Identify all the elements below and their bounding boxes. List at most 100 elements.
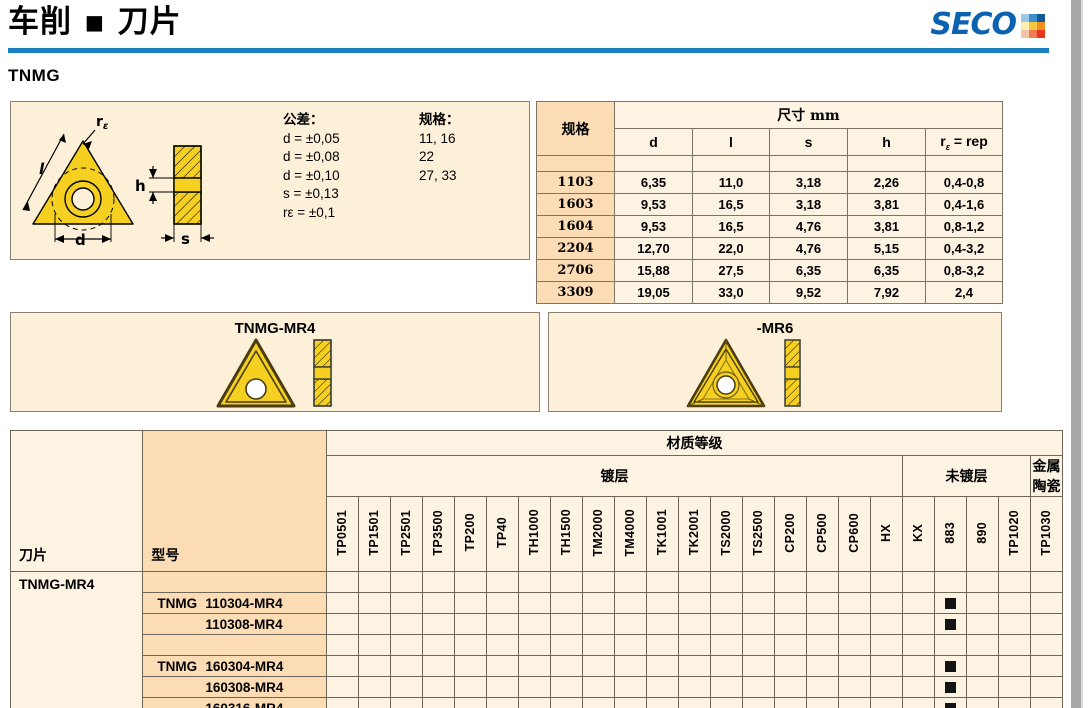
grade-mark-cell[interactable] (709, 655, 743, 677)
grade-mark-cell[interactable] (325, 676, 359, 698)
grade-mark-cell[interactable] (389, 655, 423, 677)
grade-mark-cell[interactable] (645, 676, 679, 698)
grade-mark-cell[interactable] (901, 592, 935, 614)
grade-mark-cell[interactable] (709, 592, 743, 614)
grade-mark-cell[interactable] (325, 697, 359, 708)
grade-mark-cell[interactable] (389, 634, 423, 656)
grade-mark-cell[interactable] (357, 613, 391, 635)
grade-mark-cell[interactable] (773, 634, 807, 656)
grade-mark-cell[interactable] (613, 697, 647, 708)
grade-mark-cell[interactable] (517, 697, 551, 708)
grade-mark-cell[interactable] (869, 592, 903, 614)
grade-mark-cell[interactable] (741, 634, 775, 656)
grade-mark-cell[interactable] (453, 571, 487, 593)
grade-mark-cell[interactable] (901, 571, 935, 593)
grade-mark-cell[interactable] (389, 697, 423, 708)
grade-mark-cell[interactable] (517, 571, 551, 593)
grade-mark-cell[interactable] (453, 592, 487, 614)
grade-mark-cell[interactable] (965, 592, 999, 614)
grade-mark-cell[interactable] (485, 613, 519, 635)
grade-mark-cell[interactable] (869, 634, 903, 656)
grade-mark-cell[interactable] (485, 592, 519, 614)
grade-mark-cell[interactable] (1029, 592, 1063, 614)
grade-mark-cell[interactable] (645, 697, 679, 708)
grade-mark-cell[interactable] (965, 634, 999, 656)
grade-mark-cell[interactable] (965, 571, 999, 593)
grade-mark-cell[interactable] (805, 676, 839, 698)
grade-mark-cell[interactable] (869, 697, 903, 708)
grade-mark-cell[interactable] (997, 697, 1031, 708)
grade-mark-cell[interactable] (997, 613, 1031, 635)
grade-mark-cell[interactable] (901, 676, 935, 698)
grade-mark-cell[interactable] (869, 655, 903, 677)
grade-mark-cell[interactable] (453, 634, 487, 656)
grade-mark-cell[interactable] (453, 613, 487, 635)
grade-mark-cell[interactable] (357, 655, 391, 677)
grade-mark-cell[interactable] (581, 571, 615, 593)
grade-mark-cell[interactable] (773, 592, 807, 614)
grade-mark-cell[interactable] (709, 634, 743, 656)
grade-mark-cell[interactable] (773, 676, 807, 698)
grade-mark-cell[interactable] (549, 613, 583, 635)
grade-mark-cell[interactable] (997, 634, 1031, 656)
grade-mark-cell[interactable] (805, 613, 839, 635)
grade-mark-cell[interactable] (869, 613, 903, 635)
grade-mark-cell[interactable] (709, 697, 743, 708)
grade-mark-cell[interactable] (421, 697, 455, 708)
grade-mark-cell[interactable] (965, 676, 999, 698)
grade-mark-cell[interactable] (549, 634, 583, 656)
grade-mark-cell[interactable] (997, 592, 1031, 614)
grade-mark-cell[interactable] (485, 655, 519, 677)
grade-mark-cell[interactable] (645, 592, 679, 614)
grade-mark-cell[interactable] (517, 676, 551, 698)
grade-mark-cell[interactable] (1029, 655, 1063, 677)
grade-mark-cell[interactable] (709, 613, 743, 635)
grade-mark-cell[interactable] (709, 676, 743, 698)
grade-mark-cell[interactable] (421, 613, 455, 635)
grade-mark-cell[interactable] (517, 655, 551, 677)
grade-mark-cell[interactable] (1029, 634, 1063, 656)
grade-mark-cell[interactable] (997, 571, 1031, 593)
grade-mark-cell[interactable] (1029, 613, 1063, 635)
grade-mark-cell[interactable] (517, 634, 551, 656)
grade-mark-cell[interactable] (325, 571, 359, 593)
page-scroll-gutter[interactable] (1063, 0, 1091, 708)
grade-mark-cell[interactable] (389, 613, 423, 635)
grade-mark-cell[interactable] (581, 697, 615, 708)
grade-mark-cell[interactable] (453, 676, 487, 698)
grade-mark-cell[interactable] (837, 634, 871, 656)
grade-mark-cell[interactable] (1029, 571, 1063, 593)
grade-mark-cell[interactable] (901, 634, 935, 656)
grade-mark-cell[interactable] (741, 592, 775, 614)
grade-mark-cell[interactable] (1029, 676, 1063, 698)
grade-mark-cell[interactable] (613, 571, 647, 593)
grade-mark-cell[interactable] (389, 592, 423, 614)
grade-mark-cell[interactable] (901, 697, 935, 708)
grade-mark-cell[interactable] (517, 592, 551, 614)
grade-mark-cell[interactable] (677, 613, 711, 635)
grade-mark-cell[interactable] (933, 592, 967, 614)
grade-mark-cell[interactable] (773, 571, 807, 593)
grade-mark-cell[interactable] (485, 676, 519, 698)
grade-mark-cell[interactable] (837, 571, 871, 593)
grade-mark-cell[interactable] (357, 634, 391, 656)
grade-mark-cell[interactable] (453, 655, 487, 677)
grade-mark-cell[interactable] (581, 613, 615, 635)
grade-mark-cell[interactable] (581, 634, 615, 656)
grade-mark-cell[interactable] (581, 655, 615, 677)
grade-mark-cell[interactable] (677, 571, 711, 593)
grade-mark-cell[interactable] (933, 634, 967, 656)
grade-mark-cell[interactable] (485, 697, 519, 708)
grade-mark-cell[interactable] (773, 613, 807, 635)
grade-mark-cell[interactable] (549, 571, 583, 593)
grade-mark-cell[interactable] (677, 676, 711, 698)
grade-mark-cell[interactable] (741, 613, 775, 635)
grade-mark-cell[interactable] (549, 676, 583, 698)
grade-mark-cell[interactable] (357, 697, 391, 708)
grade-mark-cell[interactable] (837, 592, 871, 614)
grade-mark-cell[interactable] (773, 697, 807, 708)
grade-mark-cell[interactable] (741, 655, 775, 677)
grade-mark-cell[interactable] (773, 655, 807, 677)
grade-mark-cell[interactable] (965, 697, 999, 708)
grade-mark-cell[interactable] (805, 592, 839, 614)
